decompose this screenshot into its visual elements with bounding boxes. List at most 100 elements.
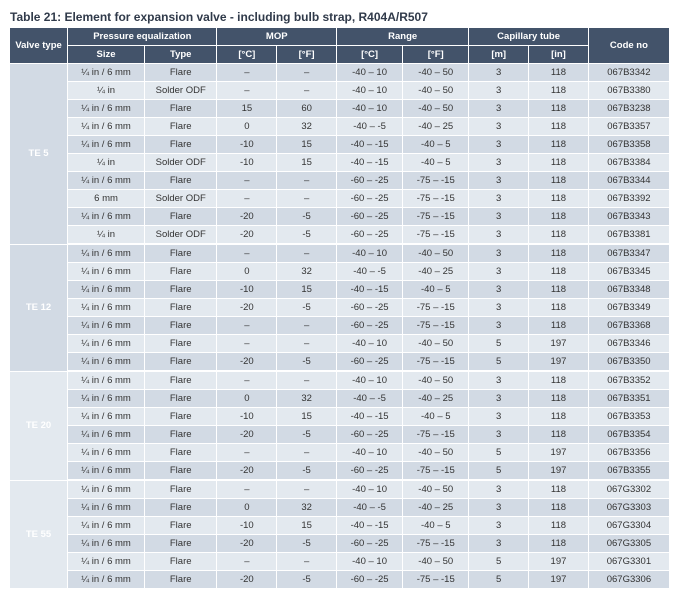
type-cell: Flare [144,353,217,372]
type-cell: Flare [144,172,217,190]
size-cell: ¼ in / 6 mm [68,480,145,499]
cap-m-cell: 3 [469,480,529,499]
cap-m-cell: 3 [469,281,529,299]
range-c-cell: -40 – -15 [337,154,403,172]
range-c-cell: -60 – -25 [337,208,403,226]
mop-c-cell: -10 [217,281,277,299]
range-c-cell: -40 – 10 [337,553,403,571]
cap-in-cell: 118 [529,154,589,172]
code-cell: 067G3304 [588,517,669,535]
header-range-f: [°F] [403,46,469,64]
size-cell: ¼ in / 6 mm [68,172,145,190]
code-cell: 067B3355 [588,462,669,481]
cap-in-cell: 118 [529,208,589,226]
range-f-cell: -40 – 50 [403,371,469,390]
valve-type-cell: TE 5 [10,64,68,245]
code-cell: 067B3384 [588,154,669,172]
table-row: ¼ in / 6 mmFlare032-40 – -5-40 – 2531180… [10,118,670,136]
table-body: TE 5¼ in / 6 mmFlare––-40 – 10-40 – 5031… [10,64,670,589]
type-cell: Flare [144,136,217,154]
mop-f-cell: – [277,244,337,263]
mop-f-cell: – [277,64,337,82]
mop-f-cell: 32 [277,263,337,281]
range-f-cell: -40 – 5 [403,154,469,172]
range-f-cell: -40 – 50 [403,82,469,100]
code-cell: 067B3348 [588,281,669,299]
type-cell: Flare [144,499,217,517]
code-cell: 067B3392 [588,190,669,208]
range-c-cell: -40 – 10 [337,371,403,390]
size-cell: ¼ in / 6 mm [68,244,145,263]
valve-type-cell: TE 12 [10,244,68,371]
range-f-cell: -40 – 5 [403,136,469,154]
type-cell: Flare [144,208,217,226]
valve-type-cell: TE 55 [10,480,68,589]
range-c-cell: -60 – -25 [337,353,403,372]
cap-m-cell: 3 [469,64,529,82]
code-cell: 067B3351 [588,390,669,408]
mop-c-cell: 0 [217,499,277,517]
range-c-cell: -40 – 10 [337,335,403,353]
code-cell: 067G3305 [588,535,669,553]
mop-f-cell: 15 [277,517,337,535]
mop-c-cell: -20 [217,208,277,226]
code-cell: 067G3303 [588,499,669,517]
range-f-cell: -40 – 5 [403,408,469,426]
code-cell: 067B3238 [588,100,669,118]
size-cell: ¼ in / 6 mm [68,371,145,390]
cap-in-cell: 197 [529,335,589,353]
mop-c-cell: -20 [217,353,277,372]
header-code-no: Code no [588,28,669,64]
header-row-2: Size Type [°C] [°F] [°C] [°F] [m] [in] [10,46,670,64]
range-f-cell: -75 – -15 [403,426,469,444]
size-cell: ¼ in / 6 mm [68,444,145,462]
range-f-cell: -75 – -15 [403,226,469,245]
mop-f-cell: -5 [277,426,337,444]
mop-f-cell: -5 [277,462,337,481]
table-row: ¼ inSolder ODF-1015-40 – -15-40 – 531180… [10,154,670,172]
range-f-cell: -40 – 50 [403,244,469,263]
range-f-cell: -40 – 25 [403,263,469,281]
cap-in-cell: 118 [529,317,589,335]
cap-m-cell: 5 [469,571,529,589]
code-cell: 067B3380 [588,82,669,100]
cap-in-cell: 197 [529,571,589,589]
cap-m-cell: 3 [469,100,529,118]
range-c-cell: -60 – -25 [337,190,403,208]
cap-m-cell: 3 [469,426,529,444]
size-cell: ¼ in / 6 mm [68,118,145,136]
size-cell: ¼ in / 6 mm [68,426,145,444]
mop-c-cell: -10 [217,154,277,172]
range-c-cell: -40 – 10 [337,100,403,118]
mop-f-cell: – [277,371,337,390]
mop-c-cell: – [217,64,277,82]
range-f-cell: -40 – 50 [403,64,469,82]
mop-c-cell: – [217,480,277,499]
range-c-cell: -40 – -5 [337,499,403,517]
cap-m-cell: 3 [469,499,529,517]
type-cell: Flare [144,299,217,317]
size-cell: 6 mm [68,190,145,208]
range-c-cell: -60 – -25 [337,299,403,317]
range-c-cell: -40 – 10 [337,64,403,82]
cap-m-cell: 3 [469,118,529,136]
header-type: Type [144,46,217,64]
mop-c-cell: -20 [217,226,277,245]
mop-f-cell: – [277,480,337,499]
type-cell: Flare [144,408,217,426]
code-cell: 067B3368 [588,317,669,335]
table-row: ¼ in / 6 mmFlare1560-40 – 10-40 – 503118… [10,100,670,118]
type-cell: Solder ODF [144,82,217,100]
mop-f-cell: 32 [277,118,337,136]
header-pressure-eq: Pressure equalization [68,28,217,46]
cap-in-cell: 197 [529,444,589,462]
mop-c-cell: – [217,371,277,390]
table-row: ¼ in / 6 mmFlare––-40 – 10-40 – 50519706… [10,444,670,462]
table-row: TE 12¼ in / 6 mmFlare––-40 – 10-40 – 503… [10,244,670,263]
cap-in-cell: 118 [529,82,589,100]
range-c-cell: -40 – -15 [337,517,403,535]
cap-in-cell: 118 [529,190,589,208]
range-f-cell: -75 – -15 [403,299,469,317]
table-row: ¼ in / 6 mmFlare-20-5-60 – -25-75 – -155… [10,353,670,372]
range-c-cell: -40 – -5 [337,390,403,408]
